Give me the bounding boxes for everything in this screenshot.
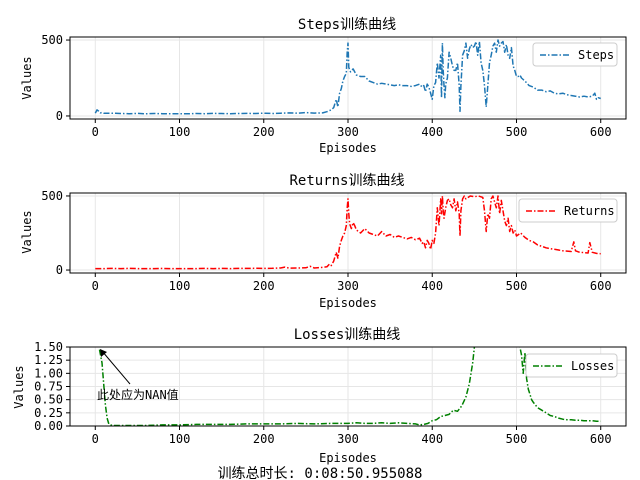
- x-tick-label: 600: [590, 279, 612, 293]
- x-tick-label: 0: [92, 432, 99, 446]
- x-ticks: 0 100 200 300 400 500 600: [92, 426, 612, 446]
- x-tick-label: 500: [506, 432, 528, 446]
- x-tick-label: 200: [253, 279, 275, 293]
- y-tick-label: 500: [41, 33, 63, 47]
- x-axis-label: Episodes: [319, 451, 377, 465]
- y-ticks: 0 500: [41, 189, 70, 277]
- legend-label: Losses: [571, 359, 614, 373]
- legend: Returns: [518, 198, 618, 223]
- series-line-returns: [95, 195, 601, 270]
- y-tick-label: 500: [41, 189, 63, 203]
- x-tick-label: 400: [421, 432, 443, 446]
- x-axis-label: Episodes: [319, 141, 377, 155]
- x-tick-label: 300: [337, 125, 359, 139]
- x-tick-label: 0: [92, 279, 99, 293]
- y-axis-label: Values: [20, 56, 34, 99]
- y-tick-label: 0: [56, 109, 63, 123]
- series-line-steps: [94, 39, 601, 115]
- series-lines: [98, 347, 601, 426]
- y-ticks: 0.000.250.500.751.001.251.50: [34, 340, 70, 433]
- subplot-losses: Losses训练曲线 0 100 200 300 400 500 600 0.000.250…: [12, 327, 627, 465]
- annotation-text: 此处应为NAN值: [97, 387, 179, 402]
- legend-box: [532, 42, 618, 67]
- y-tick-label: 0.00: [34, 419, 63, 433]
- y-axis-label: Values: [20, 210, 34, 253]
- legend: Steps: [532, 42, 618, 67]
- chart-title: Steps训练曲线: [298, 17, 396, 33]
- gridlines: [70, 37, 626, 119]
- y-tick-label: 0.25: [34, 406, 63, 420]
- legend-box: [525, 353, 618, 378]
- x-tick-label: 500: [506, 125, 528, 139]
- x-ticks: 0 100 200 300 400 500 600: [92, 119, 612, 139]
- series-lines: [94, 39, 601, 115]
- legend-label: Returns: [564, 204, 615, 218]
- y-ticks: 0 500: [41, 33, 70, 123]
- y-tick-label: 0.75: [34, 380, 63, 394]
- chart-title: Returns训练曲线: [289, 173, 404, 189]
- series-lines: [95, 195, 601, 270]
- legend-box: [518, 198, 618, 223]
- footer-text: 训练总时长: 0:08:50.955088: [218, 466, 423, 480]
- x-tick-label: 400: [421, 279, 443, 293]
- annotation: 此处应为NAN值: [97, 349, 179, 402]
- series-line-losses: [98, 347, 601, 426]
- chart-title: Losses训练曲线: [294, 327, 401, 343]
- y-tick-label: 0: [56, 263, 63, 277]
- annotation-arrowhead: [100, 349, 107, 357]
- x-tick-label: 0: [92, 125, 99, 139]
- subplot-steps: Steps训练曲线 0 100 200 300 400 500 600 0 500 Episo…: [20, 17, 627, 155]
- y-tick-label: 0.50: [34, 393, 63, 407]
- y-axis-label: Values: [12, 365, 26, 408]
- x-tick-label: 300: [337, 432, 359, 446]
- x-tick-label: 500: [506, 279, 528, 293]
- x-axis-label: Episodes: [319, 296, 377, 310]
- x-tick-label: 300: [337, 279, 359, 293]
- x-tick-label: 400: [421, 125, 443, 139]
- x-tick-label: 600: [590, 432, 612, 446]
- x-tick-label: 600: [590, 125, 612, 139]
- y-tick-label: 1.50: [34, 340, 63, 354]
- x-tick-label: 100: [169, 432, 191, 446]
- legend-label: Steps: [578, 48, 614, 62]
- annotation-arrow: [101, 350, 131, 385]
- x-ticks: 0 100 200 300 400 500 600: [92, 273, 612, 293]
- x-tick-label: 200: [253, 125, 275, 139]
- x-tick-label: 100: [169, 279, 191, 293]
- y-tick-label: 1.00: [34, 366, 63, 380]
- x-tick-label: 200: [253, 432, 275, 446]
- legend: Losses: [525, 353, 618, 378]
- y-tick-label: 1.25: [34, 353, 63, 367]
- x-tick-label: 100: [169, 125, 191, 139]
- subplot-returns: Returns训练曲线 0 100 200 300 400 500 600 0 500 Epi…: [20, 173, 627, 310]
